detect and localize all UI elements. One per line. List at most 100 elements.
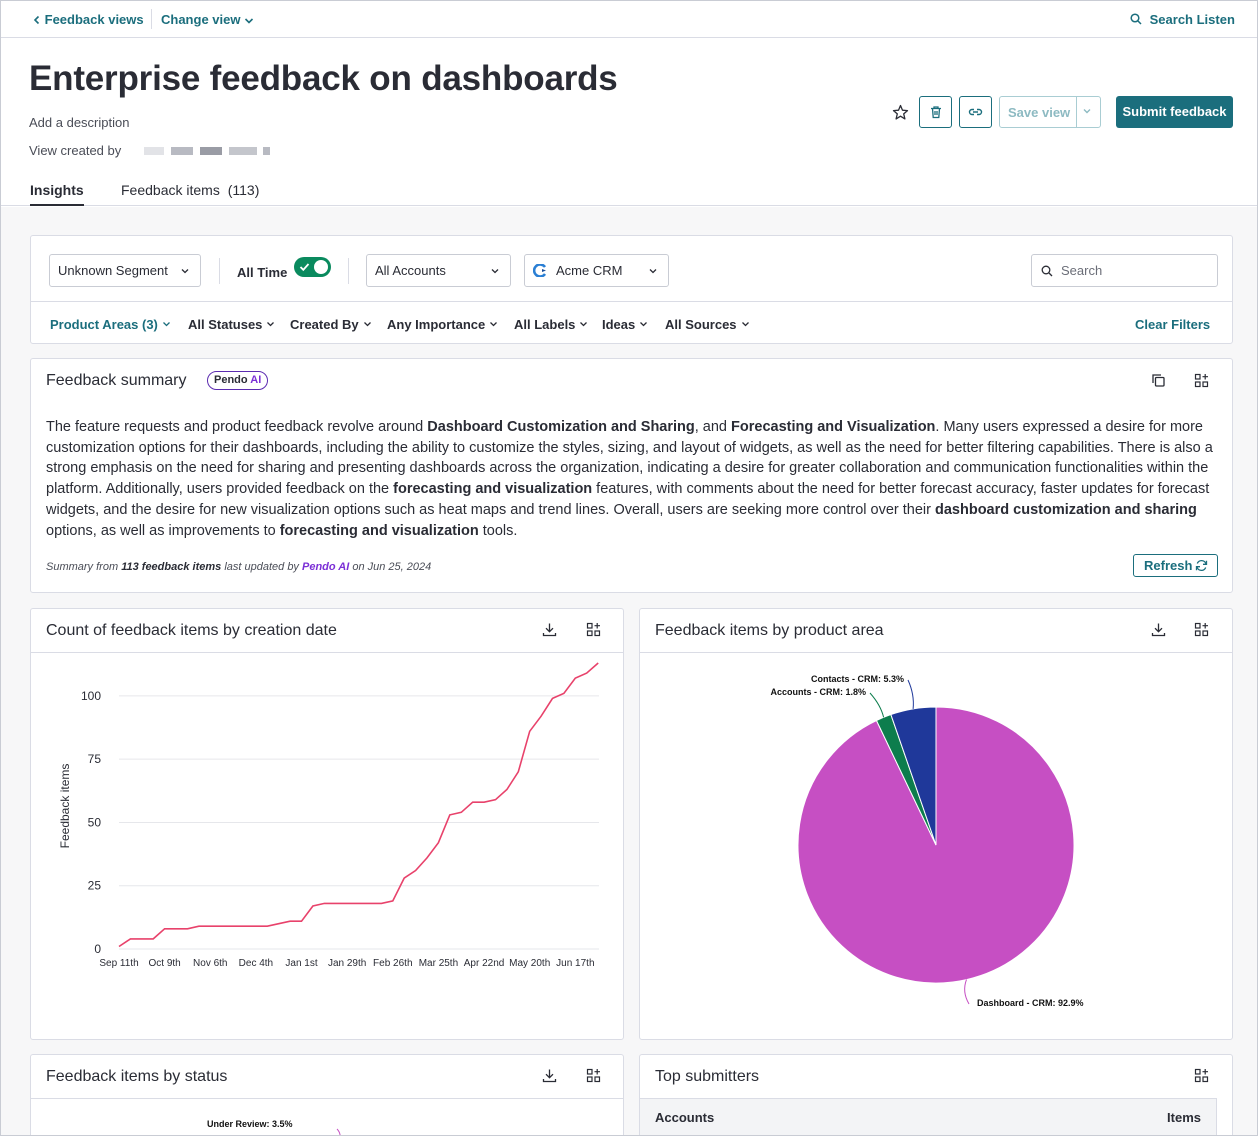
- label-leader: [964, 979, 970, 1005]
- add-to-dashboard-icon[interactable]: [1194, 373, 1209, 388]
- tab-insights[interactable]: Insights: [30, 182, 84, 206]
- chevron-down-icon[interactable]: [1082, 106, 1092, 116]
- y-tick-label: 25: [88, 879, 102, 893]
- chevron-down-icon: [580, 322, 588, 327]
- check-icon: [299, 263, 310, 272]
- tab-bar: Insights Feedback items (113): [1, 173, 1257, 206]
- pie-chart-card: Feedback items by product area Dashboard…: [639, 608, 1233, 1040]
- y-tick-label: 50: [88, 815, 102, 829]
- foot-mid: last updated by: [221, 561, 302, 573]
- tab-feedback-items[interactable]: Feedback items (113): [121, 182, 259, 198]
- badge-ai: AI: [250, 374, 262, 386]
- divider: [219, 258, 220, 284]
- summary-segment: tools.: [478, 522, 518, 539]
- add-description-field[interactable]: Add a description: [29, 115, 130, 130]
- filter-label: All Sources: [665, 317, 737, 332]
- tab-feedback-items-count: (113): [227, 182, 260, 198]
- foot-count: 113 feedback items: [121, 561, 222, 573]
- all-time-toggle[interactable]: [294, 257, 331, 277]
- submit-feedback-button[interactable]: Submit feedback: [1116, 96, 1233, 128]
- x-tick-label: Jun 17th: [556, 958, 594, 969]
- filter-statuses[interactable]: All Statuses: [188, 317, 275, 332]
- copy-icon[interactable]: [1151, 373, 1166, 388]
- y-tick-label: 75: [88, 752, 102, 766]
- x-tick-label: Nov 6th: [193, 958, 227, 969]
- segment-value: Unknown Segment: [58, 263, 168, 278]
- card-title: Feedback items by product area: [655, 622, 884, 639]
- add-to-dashboard-icon[interactable]: [1194, 1068, 1209, 1083]
- x-tick-label: Dec 4th: [239, 958, 273, 969]
- redacted-name: [200, 147, 222, 155]
- back-to-feedback-views-link[interactable]: Feedback views: [33, 12, 144, 27]
- divider: [640, 652, 1232, 653]
- x-tick-label: Sep 11th: [99, 958, 138, 969]
- segment-dropdown[interactable]: Unknown Segment: [49, 254, 201, 287]
- refresh-button[interactable]: Refresh: [1133, 554, 1218, 577]
- x-tick-label: Feb 26th: [373, 958, 412, 969]
- tab-feedback-items-label: Feedback items: [121, 182, 220, 198]
- scrollbar[interactable]: [1216, 1098, 1232, 1135]
- top-bar: Feedback views Change view Search Listen: [1, 1, 1257, 38]
- card-title: Feedback summary: [46, 372, 187, 389]
- search-input[interactable]: Search: [1031, 254, 1218, 287]
- filter-ideas[interactable]: Ideas: [602, 317, 648, 332]
- chevron-left-icon: [33, 15, 40, 25]
- search-icon: [1130, 13, 1142, 25]
- app-logo-icon: [533, 264, 547, 277]
- chevron-down-icon: [640, 322, 648, 327]
- filter-created-by[interactable]: Created By: [290, 317, 372, 332]
- insights-panel: Unknown Segment All Time All Accounts Ac…: [1, 207, 1257, 1135]
- page-title: Enterprise feedback on dashboards: [29, 59, 618, 98]
- x-tick-label: Jan 29th: [328, 958, 366, 969]
- filter-importance[interactable]: Any Importance: [387, 317, 498, 332]
- filter-label: All Statuses: [188, 317, 263, 332]
- column-header-accounts[interactable]: Accounts: [655, 1110, 715, 1125]
- pie-chart: Dashboard - CRM: 92.9% Accounts - CRM: 1.…: [770, 674, 1084, 1008]
- filters-card: Unknown Segment All Time All Accounts Ac…: [30, 235, 1233, 344]
- app-value: Acme CRM: [556, 263, 623, 278]
- summary-segment: features, with comments about the need f…: [46, 481, 1210, 518]
- label-leader: [907, 679, 914, 709]
- clear-filters-button[interactable]: Clear Filters: [1135, 317, 1211, 332]
- filter-labels[interactable]: All Labels: [514, 317, 588, 332]
- refresh-icon: [1195, 560, 1208, 571]
- copy-link-button[interactable]: [959, 96, 992, 128]
- refresh-label: Refresh: [1144, 558, 1193, 573]
- summary-highlight: dashboard customization and sharing: [935, 501, 1197, 518]
- divider: [31, 652, 623, 653]
- chevron-down-icon: [741, 322, 749, 327]
- save-view-button[interactable]: Save view: [999, 96, 1101, 128]
- all-time-label: All Time: [237, 265, 288, 280]
- column-header-items[interactable]: Items: [1167, 1110, 1201, 1125]
- chevron-down-icon: [491, 269, 499, 274]
- accounts-dropdown[interactable]: All Accounts: [366, 254, 511, 287]
- add-to-dashboard-icon[interactable]: [586, 622, 601, 637]
- divider: [1076, 97, 1077, 127]
- filter-label: Created By: [290, 317, 359, 332]
- change-view-dropdown[interactable]: Change view: [161, 12, 254, 27]
- download-icon[interactable]: [1151, 622, 1166, 637]
- link-icon: [968, 108, 983, 116]
- status-slice-label: Under Review: 3.5%: [207, 1119, 293, 1129]
- filter-sources[interactable]: All Sources: [665, 317, 750, 332]
- pie-slice[interactable]: [890, 706, 937, 846]
- divider: [151, 9, 152, 29]
- redacted-name: [171, 147, 193, 155]
- foot-by: Pendo AI: [302, 561, 350, 573]
- add-to-dashboard-icon[interactable]: [1194, 622, 1209, 637]
- app-dropdown[interactable]: Acme CRM: [524, 254, 669, 287]
- download-icon[interactable]: [542, 1068, 557, 1083]
- status-chart-card: Feedback items by status Under Review: 3…: [30, 1054, 624, 1135]
- search-listen-label: Search Listen: [1149, 12, 1235, 27]
- card-title: Top submitters: [655, 1068, 760, 1085]
- filter-product-areas[interactable]: Product Areas (3): [50, 317, 171, 332]
- delete-view-button[interactable]: [919, 96, 952, 128]
- search-listen-button[interactable]: Search Listen: [1130, 12, 1235, 27]
- star-icon[interactable]: [892, 104, 909, 121]
- filter-label: Any Importance: [387, 317, 486, 332]
- download-icon[interactable]: [542, 622, 557, 637]
- summary-text: The feature requests and product feedbac…: [46, 417, 1216, 541]
- add-to-dashboard-icon[interactable]: [586, 1068, 601, 1083]
- slice-label: Dashboard - CRM: 92.9%: [977, 998, 1084, 1008]
